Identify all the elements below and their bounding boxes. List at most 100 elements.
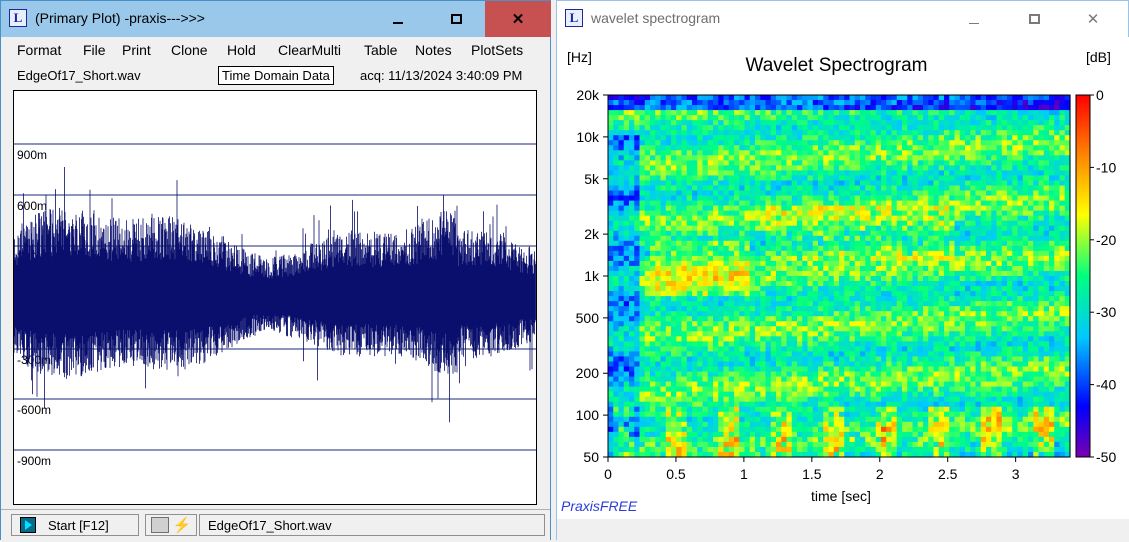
heatmap-cell (1044, 296, 1050, 302)
heatmap-cell (923, 100, 929, 106)
heatmap-cell (991, 175, 997, 181)
heatmap-cell (976, 311, 982, 317)
heatmap-cell (619, 336, 625, 342)
heatmap-cell (865, 175, 871, 181)
heatmap-cell (718, 145, 724, 151)
heatmap-cell (655, 206, 661, 212)
heatmap-cell (913, 226, 919, 232)
heatmap-cell (881, 331, 887, 337)
menu-hold[interactable]: Hold (227, 42, 256, 58)
maximize-button[interactable] (427, 1, 485, 37)
heatmap-cell (923, 145, 929, 151)
heatmap-cell (661, 120, 667, 126)
heatmap-cell (613, 301, 619, 307)
heatmap-cell (1012, 351, 1018, 357)
heatmap-cell (802, 125, 808, 131)
primary-plot-titlebar[interactable]: L (Primary Plot) -praxis--->>> ✕ (1, 1, 550, 37)
heatmap-cell (844, 186, 850, 192)
heatmap-cell (981, 115, 987, 121)
heatmap-cell (818, 221, 824, 227)
heatmap-cell (970, 145, 976, 151)
spectrogram-titlebar[interactable]: L wavelet spectrogram ✕ (557, 1, 1128, 37)
heatmap-cell (949, 120, 955, 126)
menu-notes[interactable]: Notes (415, 42, 452, 58)
heatmap-cell (970, 100, 976, 106)
heatmap-cell (1054, 276, 1060, 282)
heatmap-cell (655, 226, 661, 232)
heatmap-cell (918, 105, 924, 111)
minimize-button[interactable] (945, 1, 1003, 37)
menu-plotsets[interactable]: PlotSets (471, 42, 523, 58)
heatmap-cell (629, 180, 635, 186)
heatmap-cell (976, 367, 982, 373)
heatmap-cell (771, 221, 777, 227)
praxis-app-icon[interactable]: L (9, 9, 27, 27)
heatmap-cell (640, 316, 646, 322)
heatmap-cell (619, 125, 625, 131)
heatmap-cell (724, 170, 730, 176)
heatmap-cell (745, 296, 751, 302)
heatmap-cell (613, 286, 619, 292)
heatmap-cell (750, 160, 756, 166)
heatmap-cell (734, 175, 740, 181)
heatmap-cell (797, 226, 803, 232)
time-domain-label[interactable]: Time Domain Data (218, 66, 334, 85)
menu-clone[interactable]: Clone (171, 42, 208, 58)
menu-file[interactable]: File (83, 42, 106, 58)
lightning-icon[interactable]: ⚡ (173, 516, 192, 534)
heatmap-cell (666, 125, 672, 131)
heatmap-cell (892, 281, 898, 287)
praxis-app-icon[interactable]: L (565, 9, 583, 27)
heatmap-cell (907, 221, 913, 227)
heatmap-cell (934, 160, 940, 166)
heatmap-cell (1039, 276, 1045, 282)
heatmap-cell (708, 95, 714, 101)
heatmap-cell (1054, 150, 1060, 156)
heatmap-cell (976, 191, 982, 197)
heatmap-cell (949, 361, 955, 367)
heatmap-cell (760, 372, 766, 378)
heatmap-cell (1054, 296, 1060, 302)
menu-format[interactable]: Format (17, 42, 61, 58)
heatmap-cell (808, 170, 814, 176)
heatmap-cell (850, 155, 856, 161)
close-button[interactable]: ✕ (1064, 1, 1122, 37)
minimize-button[interactable] (369, 1, 427, 37)
menu-table[interactable]: Table (364, 42, 397, 58)
heatmap-cell (608, 331, 614, 337)
heatmap-cell (881, 351, 887, 357)
heatmap-cell (619, 180, 625, 186)
start-button[interactable]: Start [F12] (11, 514, 139, 536)
heatmap-cell (1049, 115, 1055, 121)
heatmap-cell (991, 336, 997, 342)
heatmap-cell (844, 341, 850, 347)
heatmap-cell (781, 266, 787, 272)
heatmap-cell (897, 361, 903, 367)
maximize-button[interactable] (1005, 1, 1063, 37)
heatmap-cell (986, 110, 992, 116)
heatmap-cell (634, 311, 640, 317)
heatmap-cell (645, 341, 651, 347)
heatmap-cell (949, 296, 955, 302)
heatmap-cell (750, 266, 756, 272)
menu-clearmulti[interactable]: ClearMulti (278, 42, 341, 58)
heatmap-cell (781, 251, 787, 257)
heatmap-cell (808, 351, 814, 357)
heatmap-cell (850, 125, 856, 131)
heatmap-cell (923, 105, 929, 111)
heatmap-cell (1033, 180, 1039, 186)
heatmap-cell (697, 175, 703, 181)
heatmap-cell (844, 175, 850, 181)
scope-icon[interactable] (151, 517, 169, 533)
heatmap-cell (1023, 206, 1029, 212)
heatmap-cell (1023, 135, 1029, 141)
heatmap-cell (944, 271, 950, 277)
heatmap-cell (1039, 175, 1045, 181)
heatmap-cell (797, 271, 803, 277)
heatmap-cell (739, 276, 745, 282)
close-button[interactable]: ✕ (485, 1, 551, 37)
heatmap-cell (913, 105, 919, 111)
menu-print[interactable]: Print (122, 42, 151, 58)
